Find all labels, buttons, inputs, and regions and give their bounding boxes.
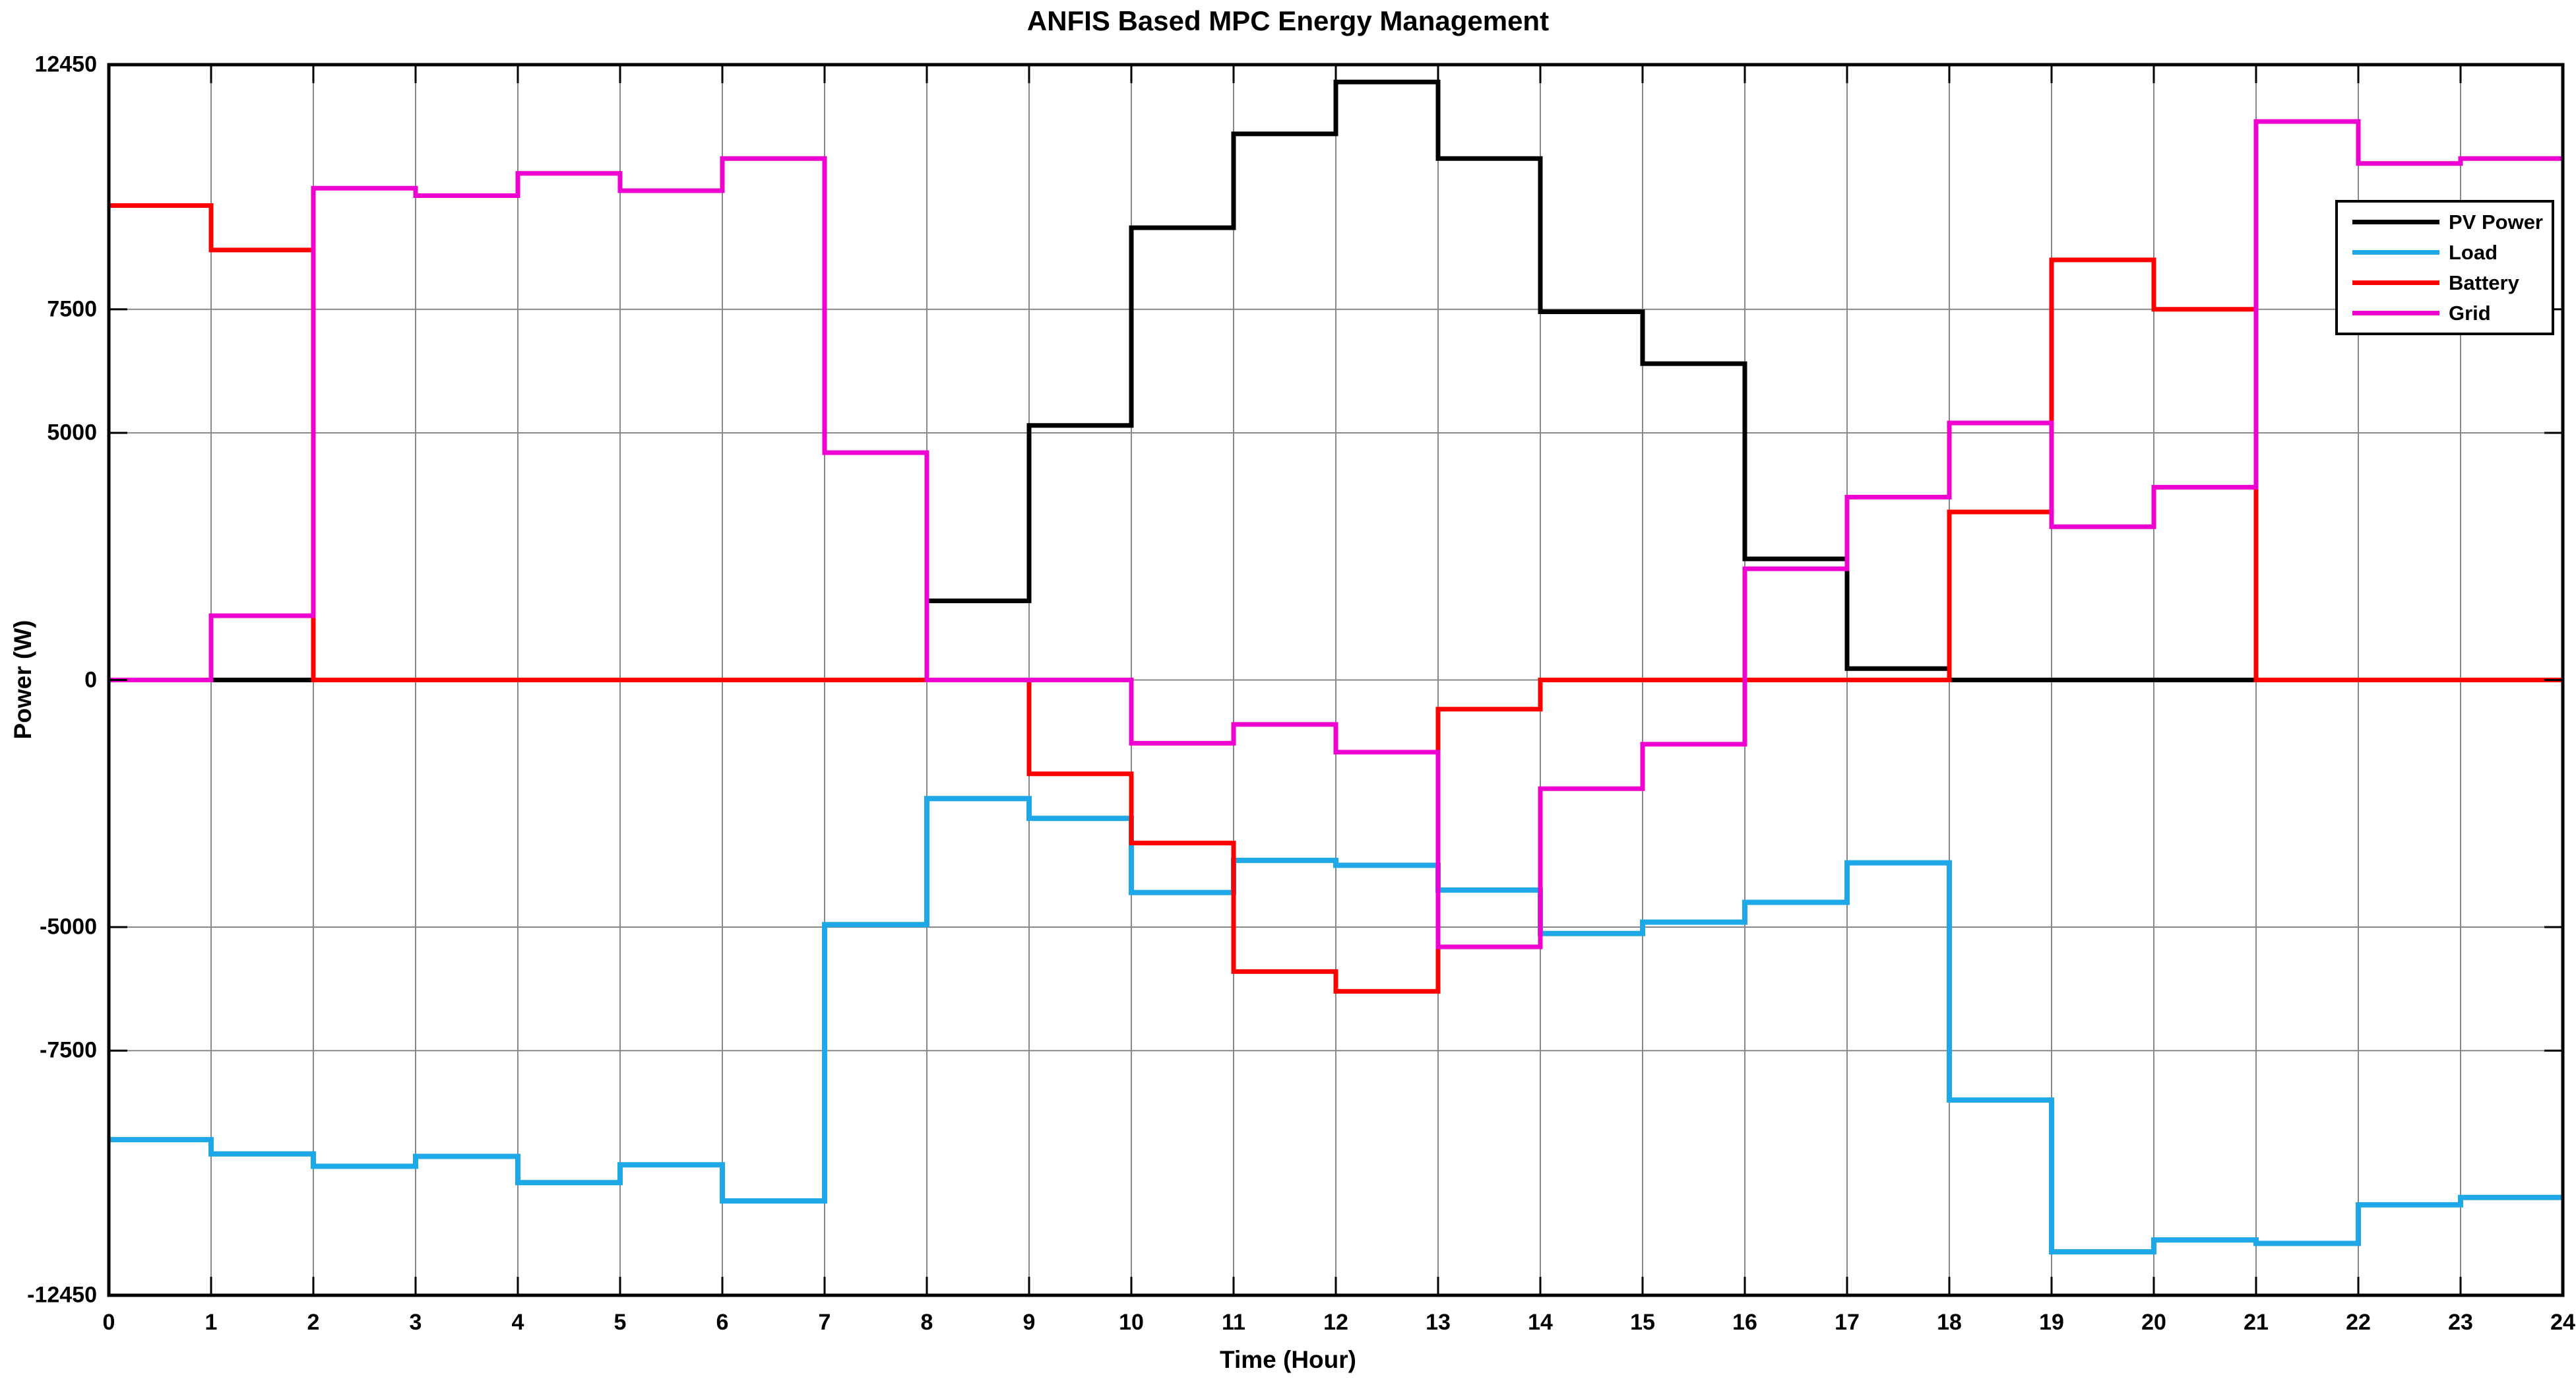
- load-line-swatch: [2352, 249, 2439, 255]
- x-tick-label: 23: [2448, 1310, 2473, 1335]
- y-tick-label: 0: [84, 667, 97, 692]
- legend-label-battery: Battery: [2449, 271, 2519, 295]
- y-tick-label: 12450: [34, 51, 97, 77]
- chart-title: ANFIS Based MPC Energy Management: [1026, 5, 1550, 36]
- y-tick-label: 5000: [47, 420, 97, 445]
- grid-line: [109, 119, 2563, 950]
- x-tick-label: 15: [1630, 1310, 1655, 1335]
- legend: PV Power Load Battery Grid: [2335, 200, 2554, 335]
- x-tick-label: 24: [2550, 1310, 2575, 1335]
- x-tick-label: 22: [2346, 1310, 2371, 1335]
- x-tick-label: 2: [307, 1310, 320, 1335]
- legend-label-pv-power: PV Power: [2449, 210, 2543, 234]
- load-line: [109, 796, 2563, 1255]
- y-tick-label: -12450: [27, 1282, 97, 1308]
- y-tick-label: 7500: [47, 296, 97, 322]
- x-axis-label: Time (Hour): [1220, 1346, 1356, 1373]
- y-tick-label: -5000: [40, 914, 97, 940]
- x-tick-label: 8: [920, 1310, 933, 1335]
- x-tick-label: 3: [409, 1310, 422, 1335]
- x-tick-label: 11: [1222, 1310, 1245, 1335]
- x-tick-label: 9: [1022, 1310, 1036, 1335]
- x-tick-label: 0: [102, 1310, 115, 1335]
- x-tick-label: 6: [716, 1310, 729, 1335]
- pv-power-line-swatch: [2352, 219, 2439, 224]
- legend-entry-pv-power: PV Power: [2338, 209, 2552, 235]
- battery-line-swatch: [2352, 280, 2439, 286]
- legend-entry-battery: Battery: [2338, 270, 2552, 296]
- x-tick-label: 14: [1528, 1310, 1553, 1335]
- legend-entry-load: Load: [2338, 239, 2552, 265]
- x-tick-label: 21: [2244, 1310, 2269, 1335]
- x-tick-label: 7: [818, 1310, 831, 1335]
- legend-label-load: Load: [2449, 240, 2498, 264]
- battery-line: [109, 203, 2563, 994]
- y-tick-label: -7500: [40, 1037, 97, 1063]
- x-tick-label: 12: [1323, 1310, 1348, 1335]
- x-tick-label: 16: [1732, 1310, 1757, 1335]
- x-tick-label: 19: [2039, 1310, 2064, 1335]
- grid-line-swatch: [2352, 311, 2439, 316]
- x-tick-label: 1: [204, 1310, 218, 1335]
- x-tick-label: 4: [511, 1310, 524, 1335]
- x-tick-label: 20: [2141, 1310, 2166, 1335]
- x-tick-label: 5: [613, 1310, 627, 1335]
- x-tick-label: 10: [1119, 1310, 1144, 1335]
- x-tick-label: 18: [1937, 1310, 1962, 1335]
- x-tick-label: 13: [1426, 1310, 1451, 1335]
- legend-label-grid: Grid: [2449, 302, 2491, 325]
- legend-entry-grid: Grid: [2338, 300, 2552, 327]
- y-axis-label: Power (W): [9, 620, 36, 740]
- x-tick-label: 17: [1835, 1310, 1860, 1335]
